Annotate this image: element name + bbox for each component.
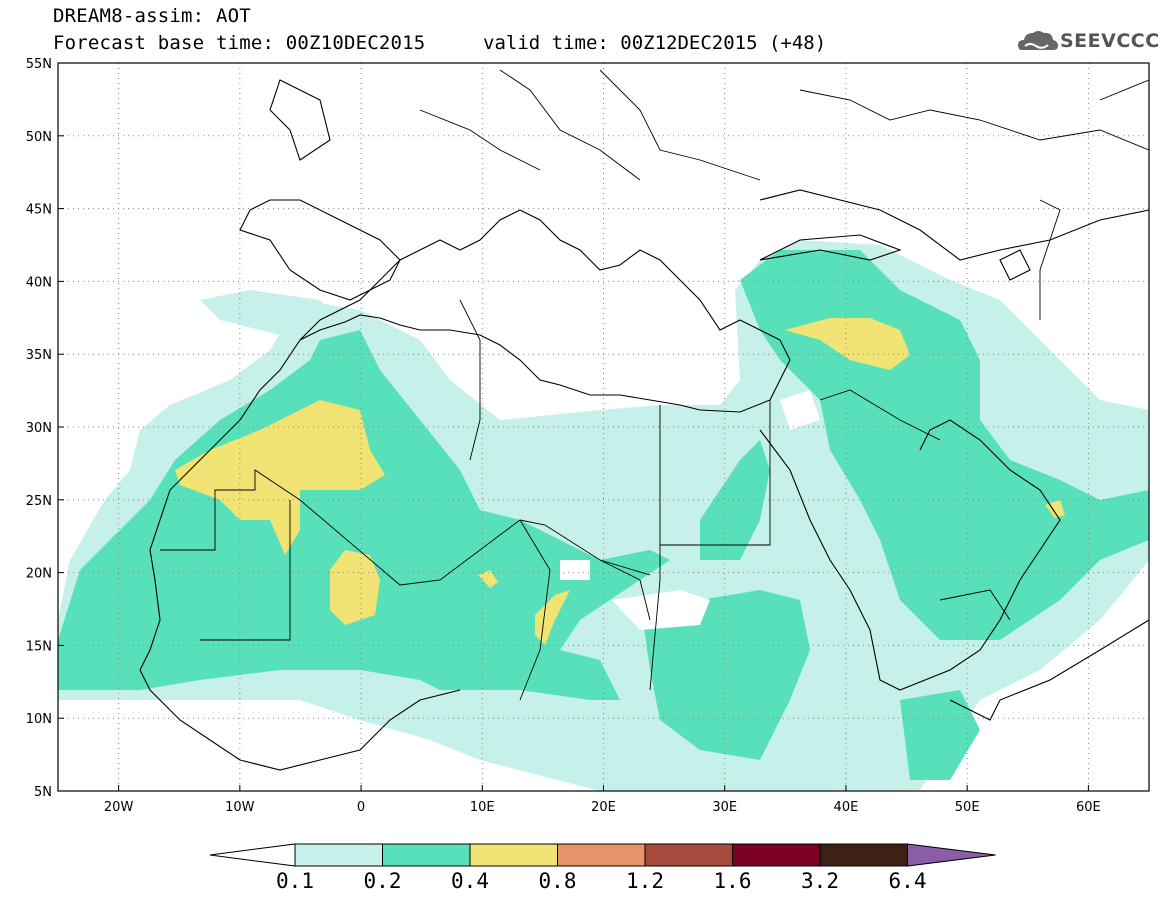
colorbar-label: 0.8 bbox=[538, 869, 577, 893]
aot-holes bbox=[560, 390, 820, 630]
lat-label: 5N bbox=[34, 785, 52, 800]
lat-label: 15N bbox=[26, 639, 52, 654]
latitude-labels: 55N 50N 45N 40N 35N 30N 25N 20N 15N 10N 5N bbox=[26, 57, 64, 800]
lon-label: 30E bbox=[712, 800, 737, 815]
colorbar-box bbox=[819, 843, 908, 867]
lat-label: 55N bbox=[26, 57, 52, 72]
lon-label: 60E bbox=[1076, 800, 1101, 815]
colorbar-high-arrow bbox=[907, 843, 996, 867]
colorbar-label: 0.1 bbox=[276, 869, 314, 893]
colorbar-box bbox=[732, 843, 821, 867]
longitude-labels: 20W 10W 0 10E 20E 30E 40E 50E 60E bbox=[104, 785, 1101, 815]
cloud-icon bbox=[1018, 31, 1058, 50]
colorbar-box bbox=[469, 843, 558, 867]
colorbar-low-arrow bbox=[209, 843, 296, 867]
coastlines bbox=[139, 79, 1149, 771]
lon-label: 10E bbox=[470, 800, 495, 815]
lat-label: 40N bbox=[26, 275, 52, 290]
lat-label: 25N bbox=[26, 494, 52, 509]
forecast-base-time: Forecast base time: 00Z10DEC2015 bbox=[53, 32, 426, 54]
colorbar-label: 6.4 bbox=[888, 869, 927, 893]
lat-label: 35N bbox=[26, 348, 52, 363]
lon-label: 50E bbox=[955, 800, 980, 815]
country-borders bbox=[160, 69, 1149, 701]
colorbar-label: 0.4 bbox=[451, 869, 489, 893]
lat-label: 45N bbox=[26, 203, 52, 218]
colorbar bbox=[209, 843, 996, 867]
chart-title: DREAM8-assim: AOT bbox=[53, 5, 251, 27]
colorbar-box bbox=[557, 843, 646, 867]
lat-label: 20N bbox=[26, 567, 52, 582]
graticule bbox=[58, 63, 1149, 791]
valid-time: valid time: 00Z12DEC2015 (+48) bbox=[483, 32, 827, 54]
lon-label: 10W bbox=[225, 800, 255, 815]
logo-text: SEEVCCC bbox=[1060, 30, 1160, 52]
lon-label: 20E bbox=[591, 800, 616, 815]
lon-label: 40E bbox=[834, 800, 859, 815]
lat-label: 10N bbox=[26, 712, 52, 727]
lat-label: 30N bbox=[26, 421, 52, 436]
aot-band-0.4-0.8 bbox=[175, 318, 1065, 645]
colorbar-label: 3.2 bbox=[801, 869, 839, 893]
lon-label: 20W bbox=[104, 800, 134, 815]
colorbar-label: 0.2 bbox=[363, 869, 402, 893]
colorbar-label: 1.2 bbox=[626, 869, 664, 893]
colorbar-label: 1.6 bbox=[713, 869, 752, 893]
colorbar-box bbox=[382, 843, 471, 867]
lon-label: 0 bbox=[357, 800, 365, 815]
lat-label: 50N bbox=[26, 130, 52, 145]
colorbar-box bbox=[294, 843, 383, 867]
colorbar-box bbox=[644, 843, 733, 867]
aot-map: 55N 50N 45N 40N 35N 30N 25N 20N 15N 10N 5N 20W 10W 0… bbox=[26, 57, 1150, 815]
